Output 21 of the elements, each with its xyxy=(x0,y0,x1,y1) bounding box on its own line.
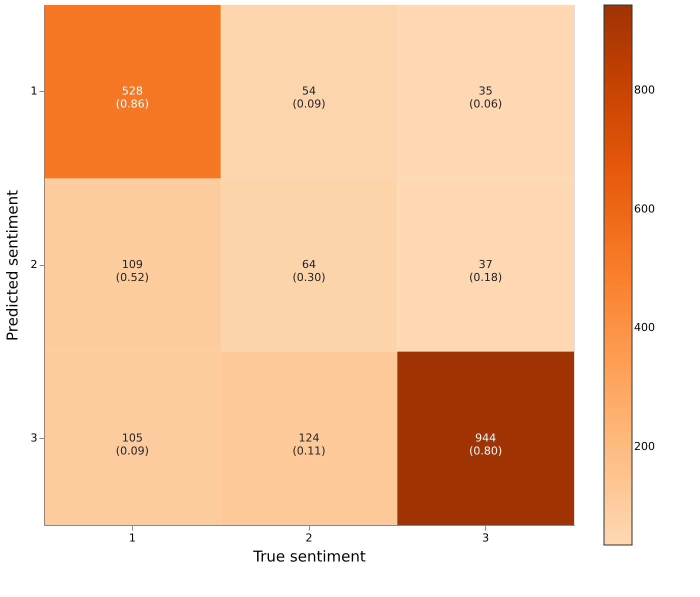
data-label: 54 (0.09) xyxy=(292,84,326,111)
color-bar-label: 600 xyxy=(634,202,655,216)
data-label: 37 (0.18) xyxy=(469,258,502,284)
x-tick-label: 3 xyxy=(482,532,490,544)
data-label: 105 (0.09) xyxy=(116,431,149,458)
x-tick-label: 1 xyxy=(128,532,136,544)
y-axis-title: Predicted sentiment xyxy=(4,190,22,342)
color-bar-label: 200 xyxy=(634,440,655,453)
data-label: 64 (0.30) xyxy=(292,258,326,284)
data-label: 528 (0.86) xyxy=(116,84,149,111)
y-tick-label: 2 xyxy=(30,258,38,271)
color-bar-label: 800 xyxy=(634,84,655,97)
data-label: 124 (0.11) xyxy=(292,431,326,458)
y-tick-label: 3 xyxy=(30,431,38,444)
x-tick-label: 2 xyxy=(306,532,312,544)
data-label: 109 (0.52) xyxy=(116,258,149,284)
y-tick-label: 1 xyxy=(30,84,38,98)
color-bar-label: 400 xyxy=(634,321,655,334)
data-label: 944 (0.80) xyxy=(469,431,502,458)
x-axis-title: True sentiment xyxy=(252,548,366,566)
data-label: 35 (0.06) xyxy=(469,84,502,111)
